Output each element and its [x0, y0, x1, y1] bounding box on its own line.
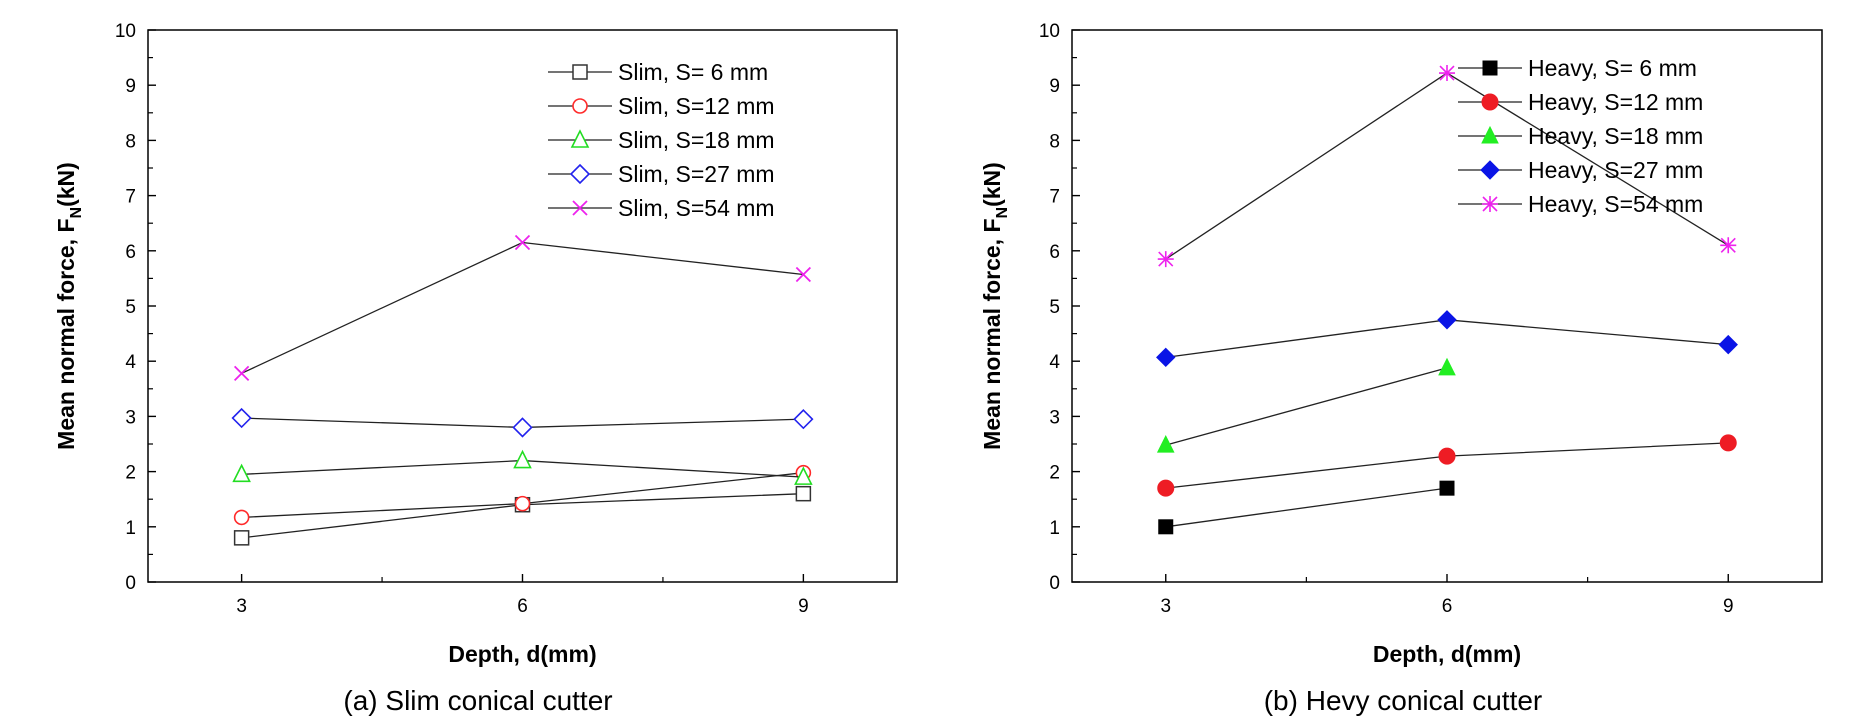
data-point-series-1 — [795, 485, 812, 502]
y-tick-label: 2 — [125, 463, 136, 484]
legend-label-2: Slim, S=12 mm — [618, 93, 775, 119]
caption-slim: (a) Slim conical cutter — [343, 685, 612, 716]
data-point-series-5 — [1157, 251, 1174, 268]
data-point-series-1 — [233, 530, 250, 546]
y-tick-label: 1 — [1049, 518, 1060, 539]
x-tick-label: 3 — [1160, 596, 1171, 617]
legend: Slim, S= 6 mm Slim, S=12 mm Slim, S=18 mm S… — [548, 59, 775, 221]
legend-marker — [572, 200, 588, 216]
legend-marker — [569, 163, 591, 185]
y-tick-label: 1 — [125, 518, 136, 539]
data-point-series-3 — [1438, 357, 1456, 376]
data-point-series-3 — [794, 466, 813, 485]
x-tick-label: 9 — [798, 596, 809, 617]
data-point-series-2 — [1719, 434, 1737, 452]
y-tick-label: 4 — [1049, 352, 1060, 373]
caption-heavy: (b) Hevy conical cutter — [1264, 685, 1543, 716]
data-point-series-1 — [1158, 519, 1174, 535]
y-tick-label: 6 — [1049, 242, 1060, 263]
y-tick-label: 4 — [125, 352, 136, 373]
y-tick-label: 6 — [125, 242, 136, 263]
data-point-series-4 — [1718, 334, 1738, 355]
data-point-series-5 — [1439, 65, 1455, 82]
legend-marker — [1481, 125, 1499, 144]
y-tick-label: 7 — [1049, 187, 1060, 208]
y-axis-label: Mean normal force, FN(kN) — [53, 162, 85, 450]
data-point-series-3 — [513, 449, 532, 469]
plot-frame — [1071, 29, 1823, 583]
series-line-5 — [241, 241, 804, 374]
data-point-series-3 — [232, 463, 251, 483]
data-point-series-2 — [514, 495, 531, 512]
x-tick-label: 9 — [1723, 596, 1734, 617]
data-point-series-4 — [1437, 310, 1457, 330]
data-point-series-4 — [231, 407, 252, 429]
legend-label-1: Heavy, S= 6 mm — [1528, 55, 1697, 81]
data-point-series-2 — [233, 509, 250, 526]
legend-marker — [1482, 196, 1498, 212]
x-axis-label: Depth, d(mm) — [1373, 641, 1521, 667]
data-point-series-5 — [233, 365, 250, 381]
y-tick-label: 5 — [125, 297, 136, 318]
y-tick-label: 0 — [1049, 573, 1060, 594]
data-point-series-1 — [1439, 480, 1455, 496]
y-tick-label: 3 — [125, 407, 136, 428]
data-point-series-2 — [1157, 479, 1175, 497]
y-tick-label: 3 — [1049, 407, 1060, 428]
x-axis-label: Depth, d(mm) — [448, 641, 596, 667]
data-point-series-2 — [1438, 447, 1456, 465]
y-tick-label: 8 — [125, 131, 136, 152]
legend: Heavy, S= 6 mm Heavy, S=12 mm Heavy, S=18 … — [1458, 55, 1703, 217]
x-tick-label: 3 — [236, 596, 247, 617]
legend-label-5: Heavy, S=54 mm — [1528, 191, 1703, 217]
y-tick-label: 10 — [1039, 21, 1060, 42]
legend-marker — [572, 64, 588, 80]
data-point-series-5 — [795, 266, 812, 283]
data-point-series-5 — [514, 234, 531, 251]
legend-label-1: Slim, S= 6 mm — [618, 59, 768, 85]
y-tick-label: 7 — [125, 187, 136, 208]
y-axis-label: Mean normal force, FN(kN) — [979, 162, 1011, 450]
y-tick-label: 0 — [125, 573, 136, 594]
chart-slim: 0 1 2 3 4 5 6 7 8 9 10 3 6 9 Depth, d(mm) Mean normal f… — [53, 21, 898, 716]
y-tick-label: 9 — [125, 76, 136, 97]
legend-marker — [570, 129, 590, 148]
series-line-3 — [1165, 367, 1448, 446]
legend-label-4: Heavy, S=27 mm — [1528, 157, 1703, 183]
x-tick-label: 6 — [517, 596, 528, 617]
data-point-series-5 — [1720, 237, 1737, 254]
y-tick-label: 10 — [115, 21, 136, 42]
legend-marker — [1482, 60, 1498, 76]
legend-label-5: Slim, S=54 mm — [618, 195, 775, 221]
x-tick-label: 6 — [1442, 596, 1453, 617]
legend-label-2: Heavy, S=12 mm — [1528, 89, 1703, 115]
data-point-series-3 — [1156, 434, 1175, 453]
legend-marker — [572, 98, 588, 114]
chart-heavy: 0 1 2 3 4 5 6 7 8 9 10 3 6 9 Depth, d(mm) Mean normal f… — [979, 21, 1823, 716]
legend-marker — [1480, 160, 1500, 180]
legend-marker — [1481, 93, 1499, 111]
data-point-series-4 — [793, 409, 814, 430]
y-tick-label: 8 — [1049, 131, 1060, 152]
series-line-1 — [1165, 487, 1448, 528]
legend-label-4: Slim, S=27 mm — [618, 161, 775, 187]
y-tick-label: 9 — [1049, 76, 1060, 97]
data-point-series-4 — [1156, 347, 1176, 368]
legend-label-3: Heavy, S=18 mm — [1528, 123, 1703, 149]
y-tick-label: 5 — [1049, 297, 1060, 318]
legend-label-3: Slim, S=18 mm — [618, 127, 775, 153]
y-tick-label: 2 — [1049, 463, 1060, 484]
data-point-series-4 — [512, 417, 533, 438]
